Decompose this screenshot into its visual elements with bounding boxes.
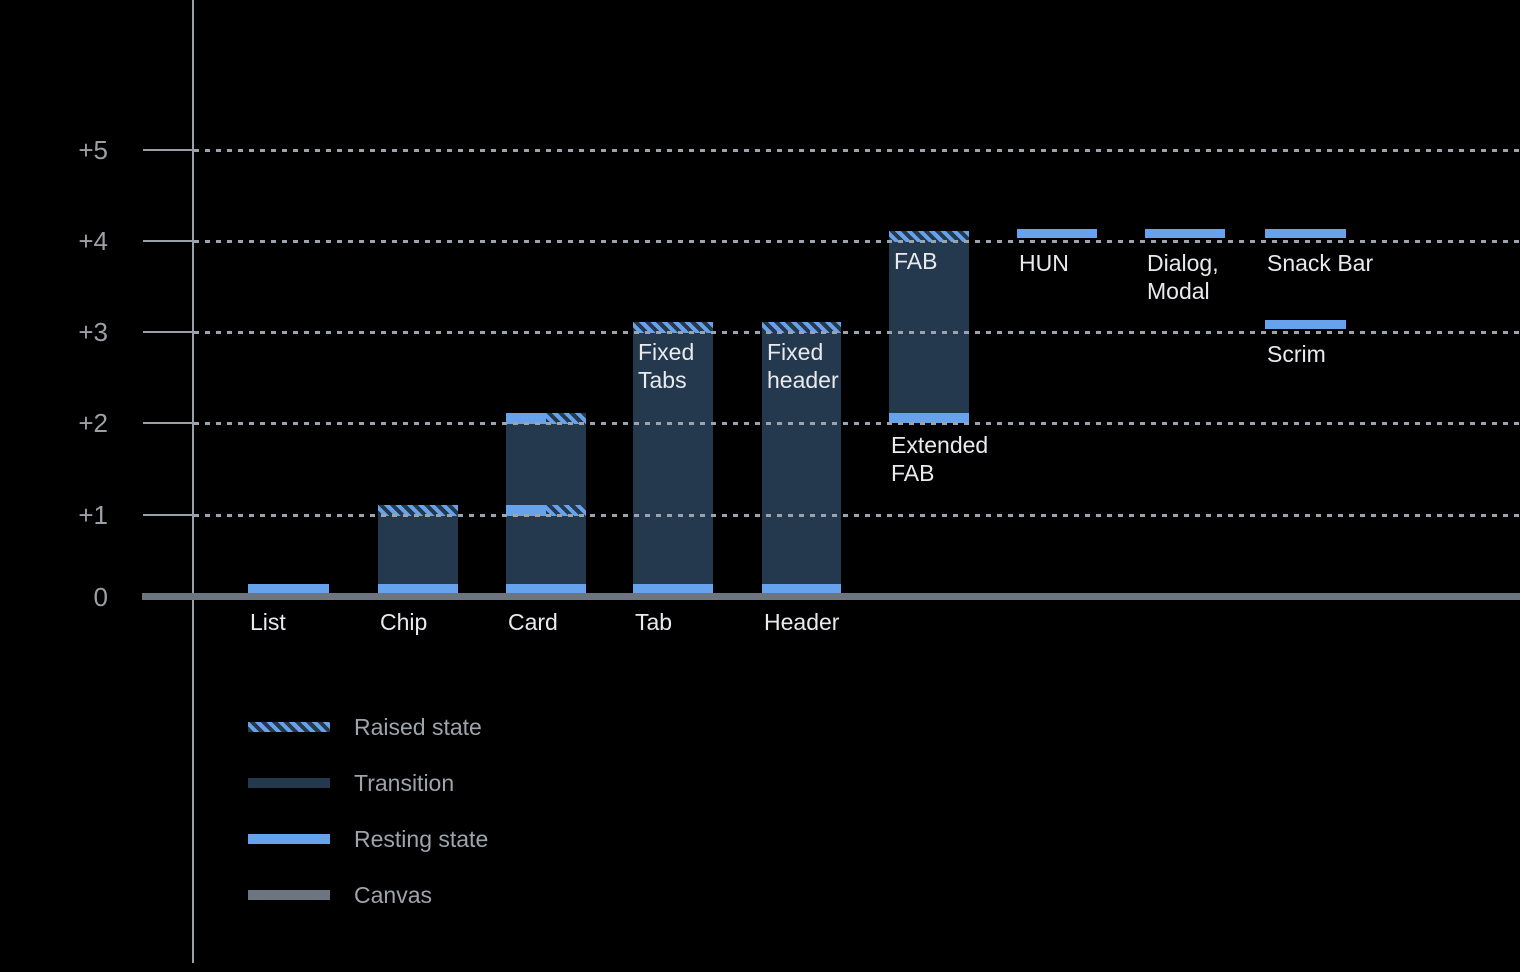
bar-inner-label-tab: Fixed Tabs [638, 338, 694, 394]
bar-scrim-resting-band [1265, 320, 1346, 329]
bar-fab-transition [889, 242, 969, 413]
bar-list-resting-band [248, 584, 329, 593]
legend-swatch-transition [248, 778, 330, 788]
y-tick-label-2: +2 [78, 408, 108, 438]
bar-inner-label-fab: FAB [894, 247, 937, 275]
y-tick-mark-2 [143, 422, 193, 424]
bar-label-tab: Tab [635, 609, 673, 635]
bar-float-label-snack-bar: Snack Bar [1267, 249, 1373, 277]
bar-card-resting-band-1 [506, 505, 546, 516]
bar-chip-resting-band [378, 584, 458, 593]
bar-card-transition [506, 516, 586, 584]
bar-float-label-fab-line: FAB [891, 460, 935, 486]
bar-header-transition [762, 333, 841, 584]
y-tick-label-1: +1 [78, 500, 108, 530]
bar-chip-raised-band [378, 505, 458, 516]
bar-inner-label-tab-line: Fixed [638, 339, 695, 365]
bar-fab: FAB Extended FAB [889, 0, 988, 972]
bar-float-label-dialog-modal: Dialog, Modal [1147, 249, 1219, 305]
y-tick-mark-1 [143, 514, 193, 516]
bar-label-header: Header [764, 609, 840, 635]
bar-tab-resting-band [633, 584, 713, 593]
bar-float-label-scrim-line: Scrim [1267, 341, 1326, 367]
y-tick-label-4: +4 [78, 226, 108, 256]
bar-list: List [248, 0, 329, 972]
bar-label-card: Card [508, 609, 558, 635]
bar-inner-label-header-line: Fixed [767, 339, 824, 365]
legend-label-transition: Transition [354, 770, 455, 796]
gridline-4 [194, 240, 1520, 243]
y-tick-label-5: +5 [78, 135, 108, 165]
bar-fab-resting-band [889, 413, 969, 423]
y-tick-label-3: +3 [78, 317, 108, 347]
bar-inner-label-fab-line: FAB [894, 248, 938, 274]
bar-dialog-modal: Dialog, Modal [1145, 0, 1225, 972]
bar-fab-raised-band [889, 231, 969, 242]
bar-snack-bar: Snack Bar [1265, 0, 1373, 972]
gridline-1 [194, 514, 1520, 517]
bar-card-raised-band-2 [546, 413, 586, 424]
bar-dialog-modal-resting-band [1145, 229, 1225, 238]
bar-float-label-snack-bar-line: Snack Bar [1267, 250, 1374, 276]
bar-tab-raised-band [633, 322, 713, 333]
bar-card-band-2 [506, 413, 586, 424]
bar-chip-transition [378, 516, 458, 584]
bar-chip: Chip [378, 0, 458, 972]
bar-card: Card [506, 0, 586, 972]
legend-swatch-canvas [248, 890, 330, 900]
bar-tab-transition [633, 333, 713, 584]
bar-float-label-hun-line: HUN [1019, 250, 1069, 276]
bar-inner-label-header-line: header [767, 367, 839, 393]
bar-float-label-dialog-modal-line: Modal [1147, 278, 1210, 304]
bar-card-resting-band [506, 584, 586, 593]
bar-float-label-fab: Extended FAB [891, 431, 988, 487]
bar-inner-label-tab-line: Tabs [638, 367, 687, 393]
bar-float-label-hun: HUN [1019, 249, 1069, 277]
bar-float-label-fab-line: Extended [891, 432, 989, 458]
gridline-2 [194, 422, 1520, 425]
bar-card-resting-band-2 [506, 413, 546, 424]
bar-snack-bar-resting-band [1265, 229, 1346, 238]
y-axis-line [192, 0, 194, 963]
bar-label-list: List [250, 609, 286, 635]
bar-header-raised-band [762, 322, 841, 333]
bar-inner-label-header: Fixed header [767, 338, 839, 394]
bar-hun-resting-band [1017, 229, 1097, 238]
y-tick-mark-5 [143, 149, 193, 151]
bar-tab: Tab Fixed Tabs [633, 0, 713, 972]
y-tick-mark-3 [143, 331, 193, 333]
canvas-baseline [142, 593, 1520, 600]
legend-label-raised: Raised state [354, 714, 482, 740]
legend-label-canvas: Canvas [354, 882, 432, 908]
legend-label-resting: Resting state [354, 826, 489, 852]
bar-card-transition [506, 424, 586, 505]
y-tick-mark-4 [143, 240, 193, 242]
bar-float-label-scrim: Scrim [1267, 340, 1326, 368]
legend-swatch-resting [248, 834, 330, 844]
bar-header: Header Fixed header [762, 0, 841, 972]
bar-scrim: Scrim [1265, 0, 1346, 972]
bar-card-band-1 [506, 505, 586, 516]
gridline-5 [194, 149, 1520, 152]
bar-header-resting-band [762, 584, 841, 593]
bar-float-label-dialog-modal-line: Dialog, [1147, 250, 1219, 276]
gridline-3 [194, 331, 1520, 334]
bar-hun: HUN [1017, 0, 1097, 972]
y-tick-label-0: 0 [93, 582, 108, 612]
legend-swatch-raised [248, 722, 330, 732]
bar-card-raised-band-1 [546, 505, 586, 516]
bar-label-chip: Chip [380, 609, 428, 635]
